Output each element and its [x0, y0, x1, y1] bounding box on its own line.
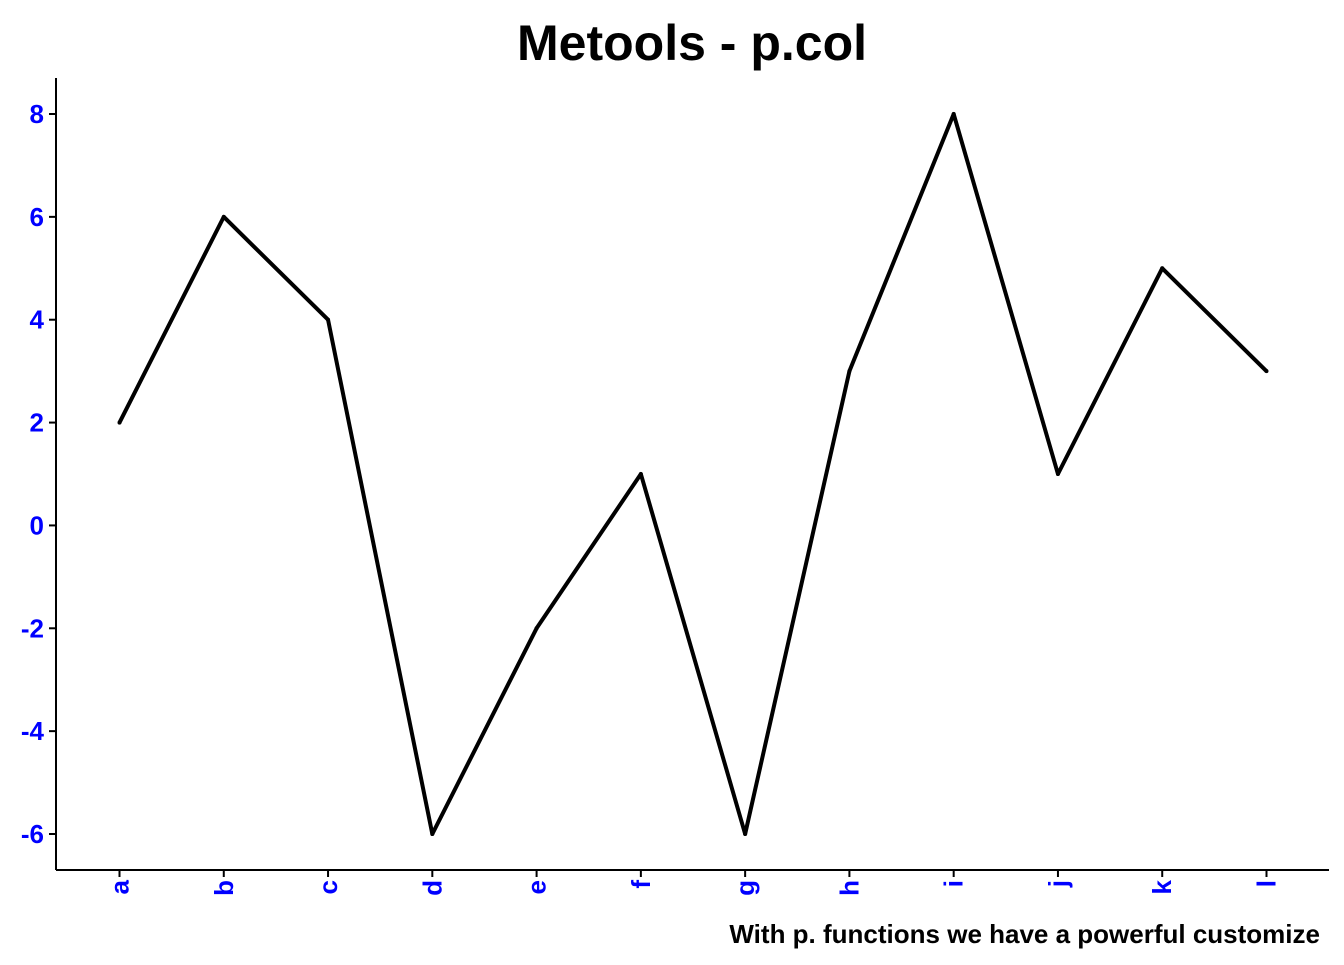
- x-tick-label: a: [105, 879, 135, 894]
- x-tick-label: j: [1043, 880, 1073, 888]
- y-ticks: -6 -4 -2 0 2 4 6 8: [21, 99, 56, 849]
- x-tick-label: c: [313, 880, 343, 894]
- data-point: [847, 369, 852, 374]
- series-layer: [117, 112, 1269, 836]
- data-point: [534, 626, 539, 631]
- y-tick-label: -4: [21, 716, 45, 746]
- chart-caption: With p. functions we have a powerful cus…: [729, 919, 1320, 949]
- data-point: [1055, 472, 1060, 476]
- data-point: [1264, 369, 1269, 374]
- y-tick-label: 2: [30, 408, 44, 438]
- y-tick-label: 8: [30, 99, 44, 129]
- chart-title: Metools - p.col: [517, 15, 867, 71]
- data-point: [951, 112, 956, 116]
- x-tick-label: k: [1147, 879, 1177, 894]
- x-tick-label: l: [1252, 880, 1282, 887]
- data-point: [117, 420, 122, 425]
- x-tick-label: b: [209, 880, 239, 896]
- data-point: [430, 832, 435, 836]
- data-point: [1160, 266, 1165, 271]
- x-tick-label: e: [522, 880, 552, 894]
- series-line: [117, 112, 1268, 836]
- x-tick-label: h: [834, 880, 864, 896]
- x-ticks: a b c d e f g h i j k l: [105, 870, 1282, 896]
- data-point: [221, 214, 226, 219]
- y-tick-label: -2: [21, 613, 44, 643]
- x-tick-label: d: [417, 880, 447, 896]
- y-tick-label: 6: [30, 202, 44, 232]
- y-tick-label: -6: [21, 819, 44, 849]
- x-tick-label: f: [626, 880, 656, 889]
- x-tick-label: g: [730, 880, 760, 896]
- data-point: [743, 832, 748, 836]
- data-point: [638, 472, 643, 476]
- y-tick-label: 4: [30, 305, 45, 335]
- y-tick-label: 0: [30, 510, 44, 540]
- x-tick-label: i: [939, 880, 969, 887]
- data-point: [326, 317, 331, 322]
